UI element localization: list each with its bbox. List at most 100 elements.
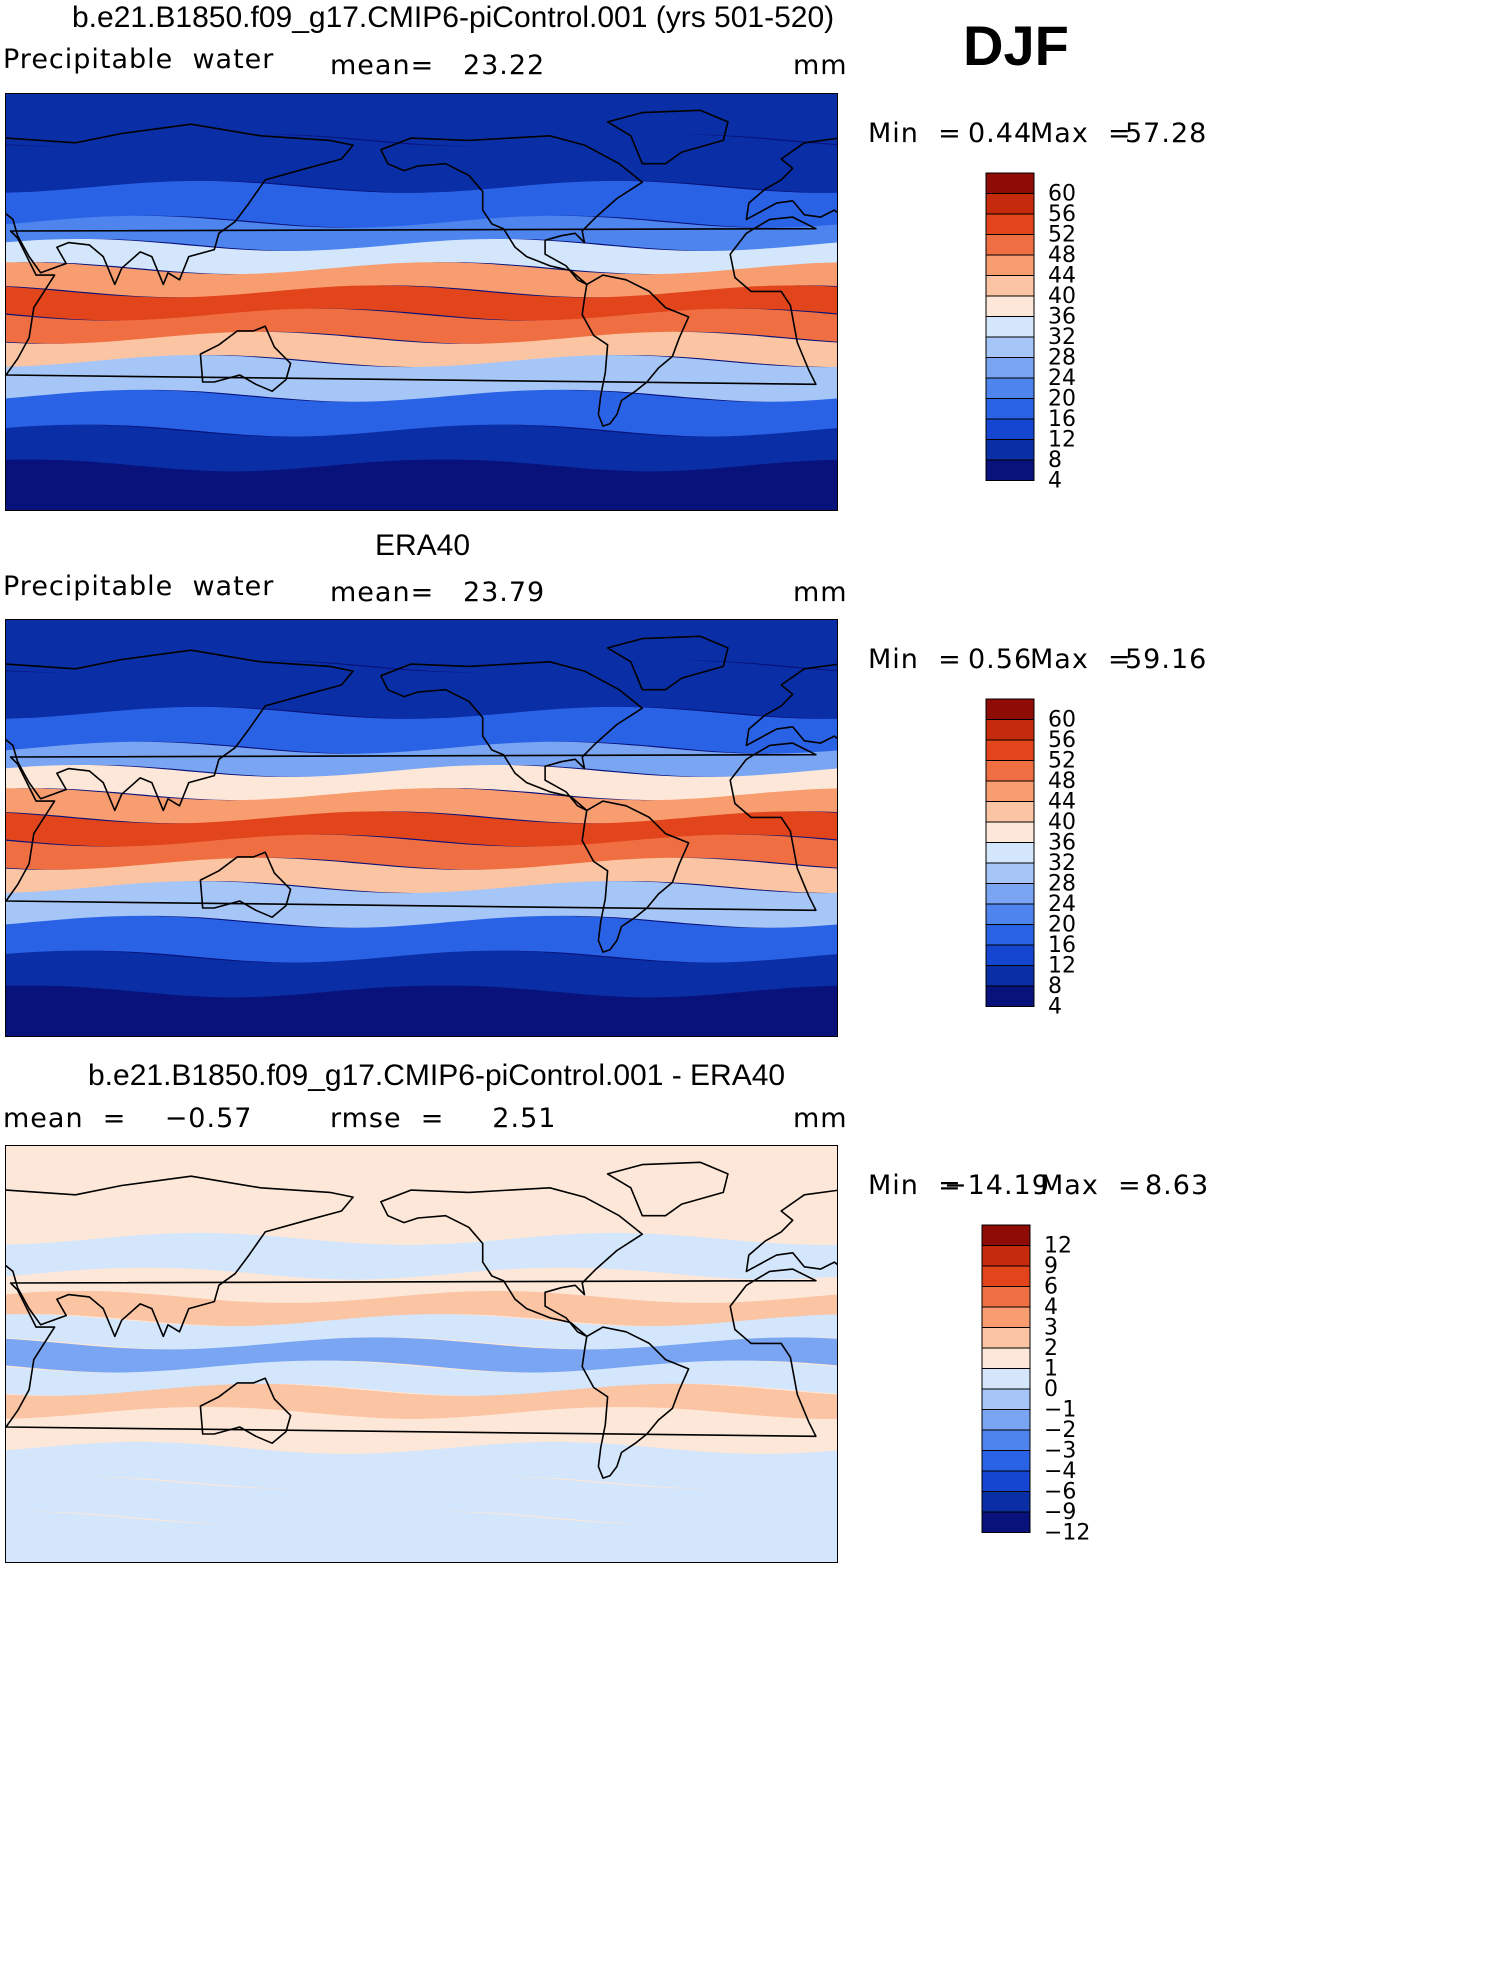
colorbar-tick-label: 4 xyxy=(1048,995,1062,1020)
colorbar-swatch xyxy=(985,698,1035,720)
colorbar-tick-label: 56 xyxy=(1048,202,1076,227)
colorbar-tick-label: 20 xyxy=(1048,387,1076,412)
field-band xyxy=(6,857,837,893)
colorbar-swatch xyxy=(981,1491,1031,1513)
colorbar-tick-label: −4 xyxy=(1044,1459,1076,1484)
colorbar-tick-label: 32 xyxy=(1048,325,1076,350)
field-band xyxy=(6,389,837,437)
colorbar-tick-label: 32 xyxy=(1048,851,1076,876)
field-band xyxy=(6,134,837,193)
panel1-mean-label: mean= 23.22 xyxy=(330,50,546,81)
field-band xyxy=(6,765,837,801)
colorbar-tick-label: −6 xyxy=(1044,1480,1076,1505)
coastline-eurasia xyxy=(6,1175,354,1338)
coastline-namerica xyxy=(380,1187,644,1338)
colorbar-tick-label: 40 xyxy=(1048,284,1076,309)
panel1-map xyxy=(5,93,838,511)
field-band xyxy=(6,788,837,824)
colorbar-swatch xyxy=(985,398,1035,420)
field-band xyxy=(6,1314,837,1350)
panel1-field-svg xyxy=(6,94,837,510)
panel1-colorbar: 60 56 52 48 44 40 36 32 28 24 20 16 12 8 4 xyxy=(985,172,1106,494)
panel3-units: mm xyxy=(793,1103,848,1134)
panel3-max-label: Max = xyxy=(1040,1170,1142,1201)
colorbar-swatch xyxy=(981,1245,1031,1267)
coastline-greenland xyxy=(606,109,729,165)
panel2-variable-label: Precipitable water xyxy=(3,571,275,602)
colorbar-swatch xyxy=(985,418,1035,440)
coastline-africa xyxy=(6,216,817,386)
colorbar-swatch xyxy=(985,719,1035,741)
colorbar-swatch xyxy=(981,1306,1031,1328)
colorbar-swatch xyxy=(985,924,1035,946)
colorbar-swatch xyxy=(985,739,1035,761)
colorbar-tick-label: 20 xyxy=(1048,913,1076,938)
field-band xyxy=(6,1441,837,1489)
colorbar-swatch xyxy=(981,1224,1031,1246)
season-label: DJF xyxy=(963,14,1069,77)
panel1-min-value: 0.44 xyxy=(968,118,1033,149)
colorbar-tick-label: 1 xyxy=(1044,1357,1058,1382)
coastline-samerica xyxy=(581,274,690,427)
colorbar-swatch xyxy=(981,1265,1031,1287)
field-band xyxy=(6,308,837,344)
colorbar-swatch xyxy=(981,1388,1031,1410)
colorbar-swatch xyxy=(985,213,1035,235)
colorbar-tick-label: −12 xyxy=(1044,1521,1090,1546)
colorbar-swatch xyxy=(985,862,1035,884)
colorbar-tick-label: −1 xyxy=(1044,1398,1076,1423)
colorbar-tick-label: 44 xyxy=(1048,790,1076,815)
panel1-title: b.e21.B1850.f09_g17.CMIP6-piControl.001 … xyxy=(72,1,835,34)
field-band xyxy=(6,1337,837,1373)
coastline-greenland xyxy=(606,635,729,691)
colorbar-tick-label: 48 xyxy=(1048,243,1076,268)
field-band xyxy=(6,620,837,673)
field-band xyxy=(6,660,837,719)
field-band xyxy=(6,741,837,777)
field-band xyxy=(6,1360,837,1396)
field-band xyxy=(6,811,837,847)
field-band xyxy=(6,1146,837,1199)
panel3-rmse-label: rmse = 2.51 xyxy=(330,1103,557,1134)
colorbar-tick-label: 40 xyxy=(1048,810,1076,835)
panel2-colorbar: 60 56 52 48 44 40 36 32 28 24 20 16 12 8 4 xyxy=(985,698,1106,1020)
colorbar-swatch xyxy=(985,377,1035,399)
colorbar-tick-label: 16 xyxy=(1048,407,1076,432)
colorbar-tick-label: 3 xyxy=(1044,1316,1058,1341)
colorbar-swatch xyxy=(985,821,1035,843)
colorbar-swatch xyxy=(985,439,1035,461)
colorbar-swatch xyxy=(981,1347,1031,1369)
field-band xyxy=(6,881,837,928)
field-band xyxy=(6,1232,837,1280)
colorbar-tick-label: 52 xyxy=(1048,749,1076,774)
colorbar-tick-label: 36 xyxy=(1048,305,1076,330)
colorbar-swatch xyxy=(981,1450,1031,1472)
colorbar-tick-label: 9 xyxy=(1044,1254,1058,1279)
colorbar-tick-label: 12 xyxy=(1048,954,1076,979)
colorbar-swatch xyxy=(985,883,1035,905)
panel1-max-value: 57.28 xyxy=(1125,118,1208,149)
colorbar-swatch xyxy=(985,254,1035,276)
field-band xyxy=(6,355,837,402)
coastline-africa xyxy=(6,742,817,912)
colorbar-swatch xyxy=(985,275,1035,297)
colorbar-tick-label: 52 xyxy=(1048,223,1076,248)
coastline-australia xyxy=(199,1377,292,1444)
colorbar-swatch xyxy=(981,1511,1031,1533)
colorbar-tick-label: 2 xyxy=(1044,1336,1058,1361)
colorbar-tick-label: −2 xyxy=(1044,1418,1076,1443)
field-band xyxy=(6,459,837,510)
colorbar-swatch xyxy=(985,172,1035,194)
colorbar-tick-label: 60 xyxy=(1048,182,1076,207)
colorbar-tick-label: 60 xyxy=(1048,708,1076,733)
field-band xyxy=(6,262,837,298)
colorbar-tick-label: 6 xyxy=(1044,1275,1058,1300)
field-band xyxy=(6,834,837,870)
colorbar-swatch xyxy=(985,357,1035,379)
colorbar-swatch xyxy=(985,234,1035,256)
field-band xyxy=(6,1186,837,1245)
coastlines xyxy=(6,109,837,427)
panel3-map xyxy=(5,1145,838,1563)
